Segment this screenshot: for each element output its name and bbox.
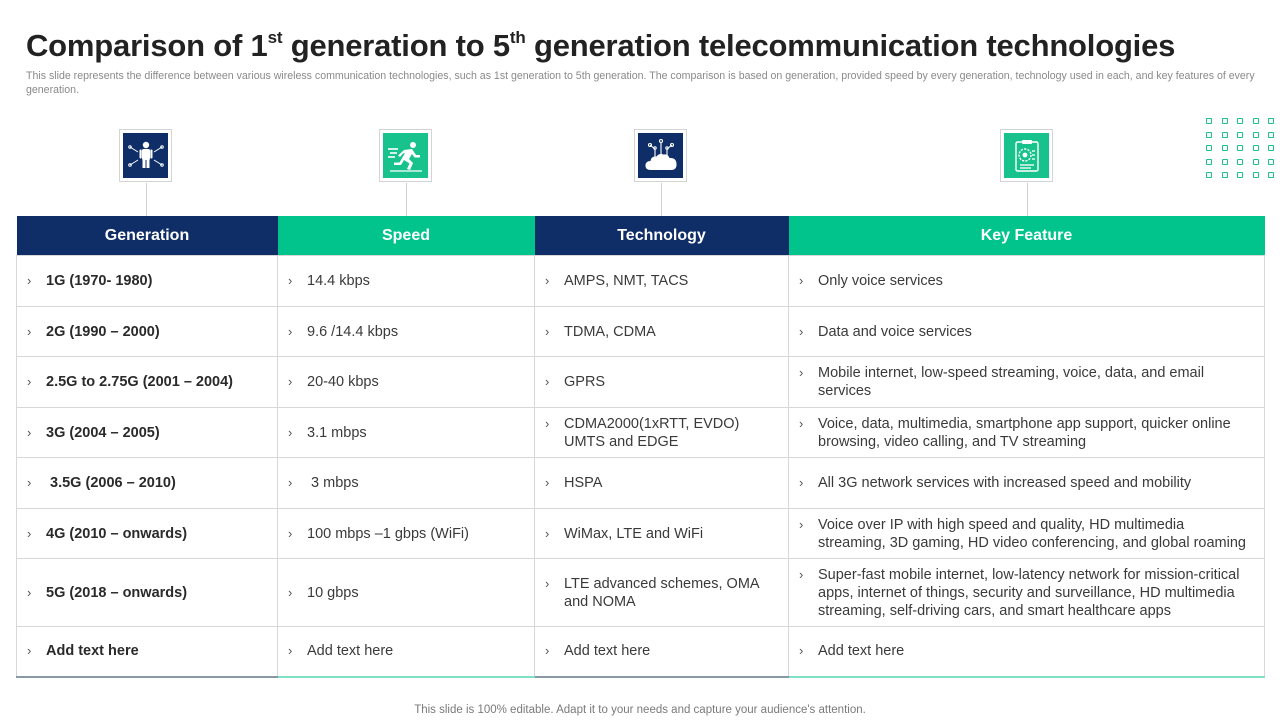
chevron-right-icon: › <box>288 643 293 659</box>
running-speed-icon <box>387 141 422 172</box>
chevron-right-icon: › <box>545 525 550 541</box>
icon-connector <box>661 183 662 216</box>
chevron-right-icon: › <box>27 643 32 659</box>
technology-cell: WiMax, LTE and WiFi <box>564 525 704 542</box>
chevron-right-icon: › <box>288 374 293 389</box>
page-title: Comparison of 1st generation to 5th gene… <box>26 28 1176 63</box>
chevron-right-icon: › <box>799 475 804 490</box>
generation-icon-frame <box>119 129 172 182</box>
technology-cell: GPRS <box>564 374 606 390</box>
chevron-right-icon: › <box>288 525 293 541</box>
chevron-right-icon: › <box>288 273 293 288</box>
chevron-right-icon: › <box>545 273 550 288</box>
table-row: › 2G (1990 – 2000) › 9.6 /14.4 kbps › TDMA,… <box>16 306 1265 357</box>
generation-cell: 2G (1990 – 2000) <box>46 323 160 340</box>
person-network-icon <box>127 141 164 168</box>
chevron-right-icon: › <box>545 415 550 431</box>
chevron-right-icon: › <box>545 475 550 490</box>
key-feature-cell: Super-fast mobile internet, low-latency … <box>818 566 1240 619</box>
technology-icon-frame <box>634 129 687 182</box>
key-feature-cell: All 3G network services with increased s… <box>818 475 1192 491</box>
speed-cell: 3.1 mbps <box>307 424 367 441</box>
technology-cell: TDMA, CDMA <box>564 323 656 340</box>
key-feature-cell: Add text here <box>818 643 905 660</box>
chevron-right-icon: › <box>27 273 32 288</box>
speed-cell: 100 mbps –1 gbps (WiFi) <box>307 525 469 542</box>
speed-cell: 3 mbps <box>307 475 359 491</box>
header-technology: Technology <box>534 216 789 256</box>
chevron-right-icon: › <box>545 374 550 389</box>
document-gear-icon <box>1014 139 1039 172</box>
chevron-right-icon: › <box>799 566 804 582</box>
technology-cell: CDMA2000(1xRTT, EVDO) UMTS and EDGE <box>564 415 740 450</box>
table-row: › 3.5G (2006 – 2010) › 3 mbps › HSPA › All… <box>16 457 1265 509</box>
table-row: › 5G (2018 – onwards) › 10 gbps › LTE advan… <box>16 558 1265 627</box>
chevron-right-icon: › <box>545 323 550 339</box>
header-speed: Speed <box>277 216 535 256</box>
chevron-right-icon: › <box>27 525 32 541</box>
generation-cell: Add text here <box>46 643 139 660</box>
generation-cell: 4G (2010 – onwards) <box>46 525 188 542</box>
chevron-right-icon: › <box>799 273 804 288</box>
key-feature-icon-frame <box>1000 129 1053 182</box>
key-feature-cell: Only voice services <box>818 273 943 289</box>
generation-cell: 3.5G (2006 – 2010) <box>46 475 176 491</box>
speed-cell: 10 gbps <box>307 584 359 601</box>
table-row: › 4G (2010 – onwards) › 100 mbps –1 gbps (… <box>16 508 1265 559</box>
speed-cell: 20-40 kbps <box>307 374 379 390</box>
technology-cell: AMPS, NMT, TACS <box>564 273 689 289</box>
table-row: › 2.5G to 2.75G (2001 – 2004) › 20-40 kbps… <box>16 356 1265 408</box>
chevron-right-icon: › <box>27 475 32 490</box>
header-key-feature: Key Feature <box>788 216 1265 256</box>
icon-connector <box>1027 183 1028 216</box>
key-feature-cell: Voice, data, multimedia, smartphone app … <box>818 415 1231 450</box>
chevron-right-icon: › <box>288 584 293 600</box>
chevron-right-icon: › <box>799 516 804 532</box>
key-feature-cell: Data and voice services <box>818 323 972 340</box>
technology-cell: Add text here <box>564 643 651 660</box>
chevron-right-icon: › <box>288 424 293 440</box>
chevron-right-icon: › <box>799 643 804 659</box>
chevron-right-icon: › <box>799 323 804 339</box>
chevron-right-icon: › <box>288 323 293 339</box>
header-generation: Generation <box>16 216 278 256</box>
comparison-table: Generation Speed Technology Key Feature … <box>16 216 1265 678</box>
generation-cell: 3G (2004 – 2005) <box>46 424 160 441</box>
generation-cell: 1G (1970- 1980) <box>46 273 153 289</box>
key-feature-cell: Voice over IP with high speed and qualit… <box>818 516 1246 551</box>
table-header-row: Generation Speed Technology Key Feature <box>16 216 1265 256</box>
speed-cell: 9.6 /14.4 kbps <box>307 323 399 340</box>
speed-icon-frame <box>379 129 432 182</box>
technology-cell: HSPA <box>564 475 603 491</box>
decorative-dot-grid <box>1206 118 1276 178</box>
table-row: › 3G (2004 – 2005) › 3.1 mbps › CDMA2000(1x… <box>16 407 1265 458</box>
chevron-right-icon: › <box>288 475 293 490</box>
speed-cell: Add text here <box>307 643 394 660</box>
page-subtitle: This slide represents the difference bet… <box>26 70 1255 96</box>
technology-cell: LTE advanced schemes, OMA and NOMA <box>564 575 759 610</box>
cloud-network-icon <box>644 138 677 170</box>
chevron-right-icon: › <box>545 575 550 591</box>
generation-cell: 2.5G to 2.75G (2001 – 2004) <box>46 374 233 390</box>
chevron-right-icon: › <box>799 415 804 431</box>
chevron-right-icon: › <box>27 374 32 389</box>
chevron-right-icon: › <box>799 365 804 380</box>
key-feature-cell: Mobile internet, low-speed streaming, vo… <box>818 365 1205 399</box>
chevron-right-icon: › <box>545 643 550 659</box>
chevron-right-icon: › <box>27 323 32 339</box>
generation-cell: 5G (2018 – onwards) <box>46 584 188 601</box>
icon-connector <box>146 183 147 216</box>
chevron-right-icon: › <box>27 584 32 600</box>
table-row: › 1G (1970- 1980) › 14.4 kbps › AMPS, NMT, … <box>16 255 1265 307</box>
icon-connector <box>406 183 407 216</box>
speed-cell: 14.4 kbps <box>307 273 370 289</box>
chevron-right-icon: › <box>27 424 32 440</box>
table-row: › Add text here › Add text here › Add text … <box>16 626 1265 678</box>
footer-note: This slide is 100% editable. Adapt it to… <box>414 704 866 716</box>
